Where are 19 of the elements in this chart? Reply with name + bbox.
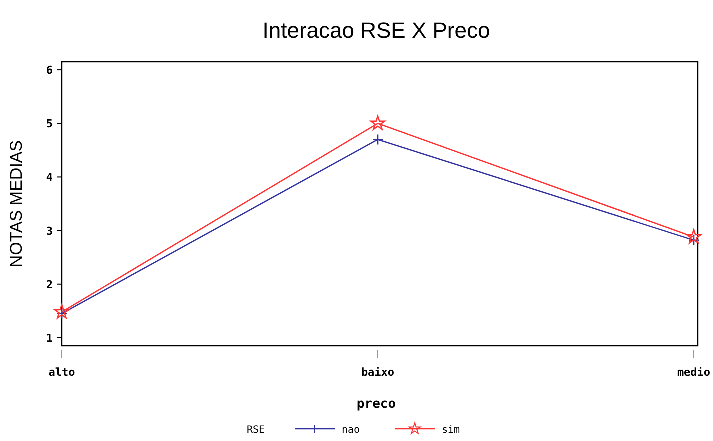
x-tick-label: baixo: [361, 366, 395, 379]
point: [686, 229, 702, 244]
point: [54, 304, 70, 319]
y-tick-label: 1: [46, 332, 54, 345]
y-tick-label: 6: [46, 64, 54, 78]
legend-label: sim: [442, 425, 460, 436]
y-tick-label: 3: [46, 224, 53, 238]
y-tick-label: 2: [46, 278, 53, 292]
point: [370, 116, 386, 130]
y-axis-title: NOTAS MEDIAS: [7, 140, 26, 268]
x-tick-label: alto: [48, 366, 76, 379]
x-axis-title: preco: [356, 397, 396, 412]
y-tick-label: 5: [46, 118, 53, 131]
point: [372, 134, 384, 146]
x-tick-label: medio: [677, 366, 711, 379]
chart-title: Interacao RSE X Preco: [262, 18, 490, 43]
legend-title: RSE: [246, 425, 265, 436]
y-tick-label: 4: [46, 171, 54, 184]
legend-label: nao: [342, 425, 360, 436]
